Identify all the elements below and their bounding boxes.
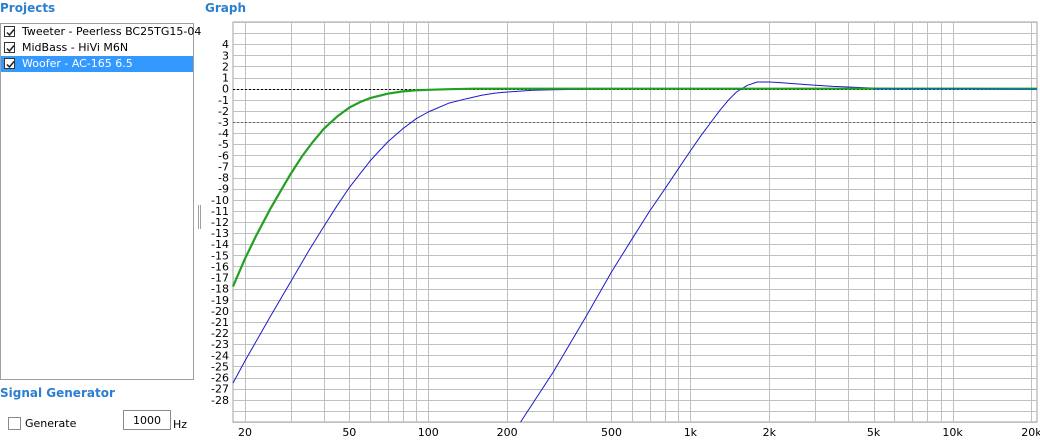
y-tick-label: -23 <box>211 338 229 351</box>
frequency-input[interactable] <box>123 410 171 430</box>
midbass-checkbox[interactable] <box>4 42 15 53</box>
y-tick-label: -15 <box>211 249 229 262</box>
x-tick-label: 20k <box>1021 426 1040 439</box>
x-tick-label: 5k <box>867 426 881 439</box>
y-tick-label: -2 <box>218 105 229 118</box>
y-tick-label: 0 <box>222 83 229 96</box>
y-tick-label: -19 <box>211 294 229 307</box>
x-tick-label: 20 <box>238 426 252 439</box>
x-tick-label: 10k <box>942 426 963 439</box>
y-tick-label: -11 <box>211 205 229 218</box>
frequency-unit-label: Hz <box>173 418 188 431</box>
y-tick-label: -14 <box>211 238 229 251</box>
y-tick-label: -13 <box>211 227 229 240</box>
y-tick-label: -21 <box>211 316 229 329</box>
y-tick-label: -24 <box>211 349 229 362</box>
y-tick-label: -25 <box>211 360 229 373</box>
project-item-woofer[interactable]: Woofer - AC-165 6.5 <box>1 56 193 72</box>
y-tick-label: 3 <box>222 49 229 62</box>
y-tick-label: -6 <box>218 149 229 162</box>
project-label: MidBass - HiVi M6N <box>22 41 129 54</box>
x-tick-label: 200 <box>497 426 518 439</box>
y-tick-label: -12 <box>211 216 229 229</box>
x-tick-label: 50 <box>342 426 356 439</box>
response-curve-woofer <box>231 87 1037 287</box>
checkmark-icon <box>6 61 15 69</box>
y-tick-label: -7 <box>218 160 229 173</box>
y-tick-label: -4 <box>218 127 229 140</box>
y-tick-label: -26 <box>211 372 229 385</box>
y-tick-label: -27 <box>211 383 229 396</box>
panel-splitter-grip[interactable] <box>198 205 202 229</box>
graph-title: Graph <box>205 1 246 15</box>
y-tick-label: -3 <box>218 116 229 129</box>
y-tick-label: 1 <box>222 72 229 85</box>
response-curve-tweeter-tail <box>873 87 1037 90</box>
generate-checkbox[interactable] <box>8 417 21 430</box>
y-tick-label: -16 <box>211 260 229 273</box>
y-tick-label: -20 <box>211 305 229 318</box>
generate-label: Generate <box>25 417 77 430</box>
project-item-midbass[interactable]: MidBass - HiVi M6N <box>1 40 193 56</box>
y-tick-label: 4 <box>222 38 229 51</box>
x-tick-label: 2k <box>763 426 777 439</box>
project-label: Tweeter - Peerless BC25TG15-04 <box>22 25 202 38</box>
project-label: Woofer - AC-165 6.5 <box>22 57 133 70</box>
y-tick-label: 2 <box>222 60 229 73</box>
signal-generator-title: Signal Generator <box>0 386 115 400</box>
x-tick-label: 500 <box>601 426 622 439</box>
y-tick-label: -28 <box>211 394 229 407</box>
x-tick-label: 1k <box>684 426 698 439</box>
y-tick-label: -5 <box>218 138 229 151</box>
y-tick-label: -1 <box>218 94 229 107</box>
checkmark-icon <box>6 29 15 37</box>
x-tick-label: 100 <box>418 426 439 439</box>
tweeter-checkbox[interactable] <box>4 26 15 37</box>
project-list[interactable]: Tweeter - Peerless BC25TG15-04 MidBass -… <box>0 23 201 380</box>
y-tick-label: -17 <box>211 272 229 285</box>
y-tick-label: -10 <box>211 194 229 207</box>
woofer-checkbox[interactable] <box>4 58 15 69</box>
y-tick-label: -18 <box>211 283 229 296</box>
projects-title: Projects <box>0 1 56 15</box>
frequency-response-graph[interactable]: 4 3 2 1 0 -1 -2 -3 -4 -5 -6 -7 -8 -9 -10 -11 -12 -13 -14 -1… <box>195 14 1040 444</box>
graph-canvas: 43210-1-2-3-4-5-6-7-8-9-10-11-12-13-14-1… <box>211 21 1040 439</box>
project-item-tweeter[interactable]: Tweeter - Peerless BC25TG15-04 <box>1 24 201 40</box>
y-tick-label: -8 <box>218 172 229 185</box>
y-tick-label: -22 <box>211 327 229 340</box>
y-tick-label: -9 <box>218 183 229 196</box>
checkmark-icon <box>6 45 15 53</box>
